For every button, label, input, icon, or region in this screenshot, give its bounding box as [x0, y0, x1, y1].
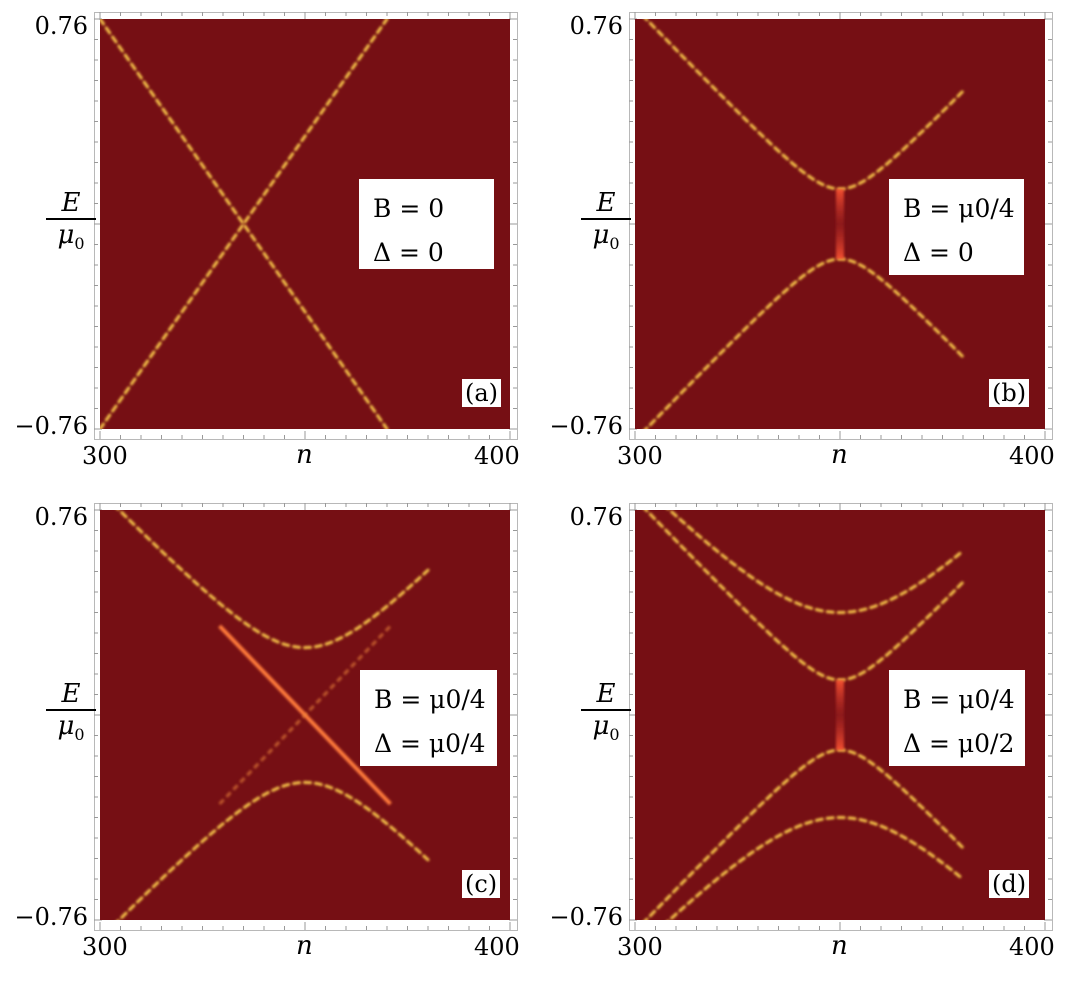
gap-glow-b — [836, 188, 844, 260]
y-tick-top-b: 0.76 — [569, 12, 623, 40]
y-label-numerator-a: E — [46, 188, 96, 220]
plot-frame-c — [94, 503, 518, 931]
heatmap-svg-a — [100, 19, 389, 429]
y-label-denominator-c: μ0 — [46, 711, 96, 750]
x-tick-left-d: 300 — [617, 933, 663, 961]
band-lower-d — [667, 816, 965, 920]
gap-glow-d — [836, 679, 844, 751]
y-label-denominator-d: μ0 — [581, 711, 631, 750]
panel-label-d: (d) — [989, 870, 1030, 898]
band-upper-d — [667, 510, 965, 614]
heatmap-svg-d — [644, 510, 965, 920]
y-label-den-symbol-a: μ — [57, 220, 75, 250]
y-label-den-sub-c: 0 — [74, 725, 85, 745]
x-tick-left-b: 300 — [617, 442, 663, 470]
band-line-a-0 — [100, 19, 389, 429]
legend-d: B = μ0/4 Δ = μ0/2 — [889, 670, 1025, 766]
x-axis-label-c: n — [296, 931, 313, 961]
band-inner-upper-d — [644, 510, 965, 682]
band-lower-b — [644, 257, 965, 429]
cross-line-c-1 — [218, 624, 392, 806]
y-tick-top-c: 0.76 — [34, 503, 88, 531]
y-tick-top-a: 0.76 — [34, 12, 88, 40]
y-label-den-symbol-d: μ — [592, 711, 610, 741]
x-tick-left-a: 300 — [82, 442, 128, 470]
legend-entry-c-0: B = μ0/4 — [374, 685, 486, 714]
frame-ticks-a — [94, 12, 517, 439]
panel-label-a: (a) — [462, 379, 502, 407]
plot-frame-b — [629, 12, 1053, 440]
x-axis-label-a: n — [296, 440, 313, 470]
legend-entry-b-1: Δ = 0 — [903, 238, 974, 267]
x-axis-label-b: n — [831, 440, 848, 470]
x-tick-left-c: 300 — [82, 933, 128, 961]
y-tick-bottom-d: −0.76 — [549, 903, 623, 931]
legend-entry-a-1: Δ = 0 — [373, 238, 444, 267]
legend-entry-a-0: B = 0 — [373, 194, 445, 223]
x-tick-right-c: 400 — [474, 933, 520, 961]
x-tick-right-a: 400 — [474, 442, 520, 470]
x-axis-label-d: n — [831, 931, 848, 961]
heatmap-svg-c — [116, 510, 430, 920]
band-upper-b — [644, 19, 965, 191]
y-label-numerator-b: E — [581, 188, 631, 220]
x-tick-right-d: 400 — [1009, 933, 1055, 961]
y-label-den-symbol-c: μ — [57, 711, 75, 741]
legend-entry-b-0: B = μ0/4 — [903, 194, 1015, 223]
frame-ticks-b — [629, 12, 1052, 439]
y-label-den-sub-b: 0 — [609, 234, 620, 254]
band-line-a-1 — [100, 19, 389, 429]
legend-entry-d-1: Δ = μ0/2 — [903, 729, 1015, 758]
y-label-numerator-c: E — [46, 679, 96, 711]
y-label-den-sub-a: 0 — [74, 234, 85, 254]
y-tick-top-d: 0.76 — [569, 503, 623, 531]
legend-a: B = 0 Δ = 0 — [359, 179, 494, 269]
band-lower-c — [116, 780, 430, 920]
x-tick-right-b: 400 — [1009, 442, 1055, 470]
y-label-den-symbol-b: μ — [592, 220, 610, 250]
panel-label-c: (c) — [462, 870, 501, 898]
plot-frame-a — [94, 12, 518, 440]
panel-label-b: (b) — [989, 379, 1030, 407]
plot-frame-d — [629, 503, 1053, 931]
heatmap-svg-b — [644, 19, 965, 429]
band-upper-c — [116, 510, 430, 650]
legend-b: B = μ0/4 Δ = 0 — [889, 179, 1024, 275]
y-tick-bottom-b: −0.76 — [549, 412, 623, 440]
frame-ticks-c — [94, 503, 517, 930]
frame-ticks-d — [629, 503, 1052, 930]
y-label-denominator-b: μ0 — [581, 220, 631, 259]
y-label-denominator-a: μ0 — [46, 220, 96, 259]
legend-c: B = μ0/4 Δ = μ0/4 — [360, 670, 497, 766]
y-label-den-sub-d: 0 — [609, 725, 620, 745]
y-label-numerator-d: E — [581, 679, 631, 711]
y-tick-bottom-c: −0.76 — [14, 903, 88, 931]
legend-entry-c-1: Δ = μ0/4 — [374, 729, 486, 758]
band-inner-lower-d — [644, 748, 965, 920]
y-tick-bottom-a: −0.76 — [14, 412, 88, 440]
legend-entry-d-0: B = μ0/4 — [903, 685, 1015, 714]
